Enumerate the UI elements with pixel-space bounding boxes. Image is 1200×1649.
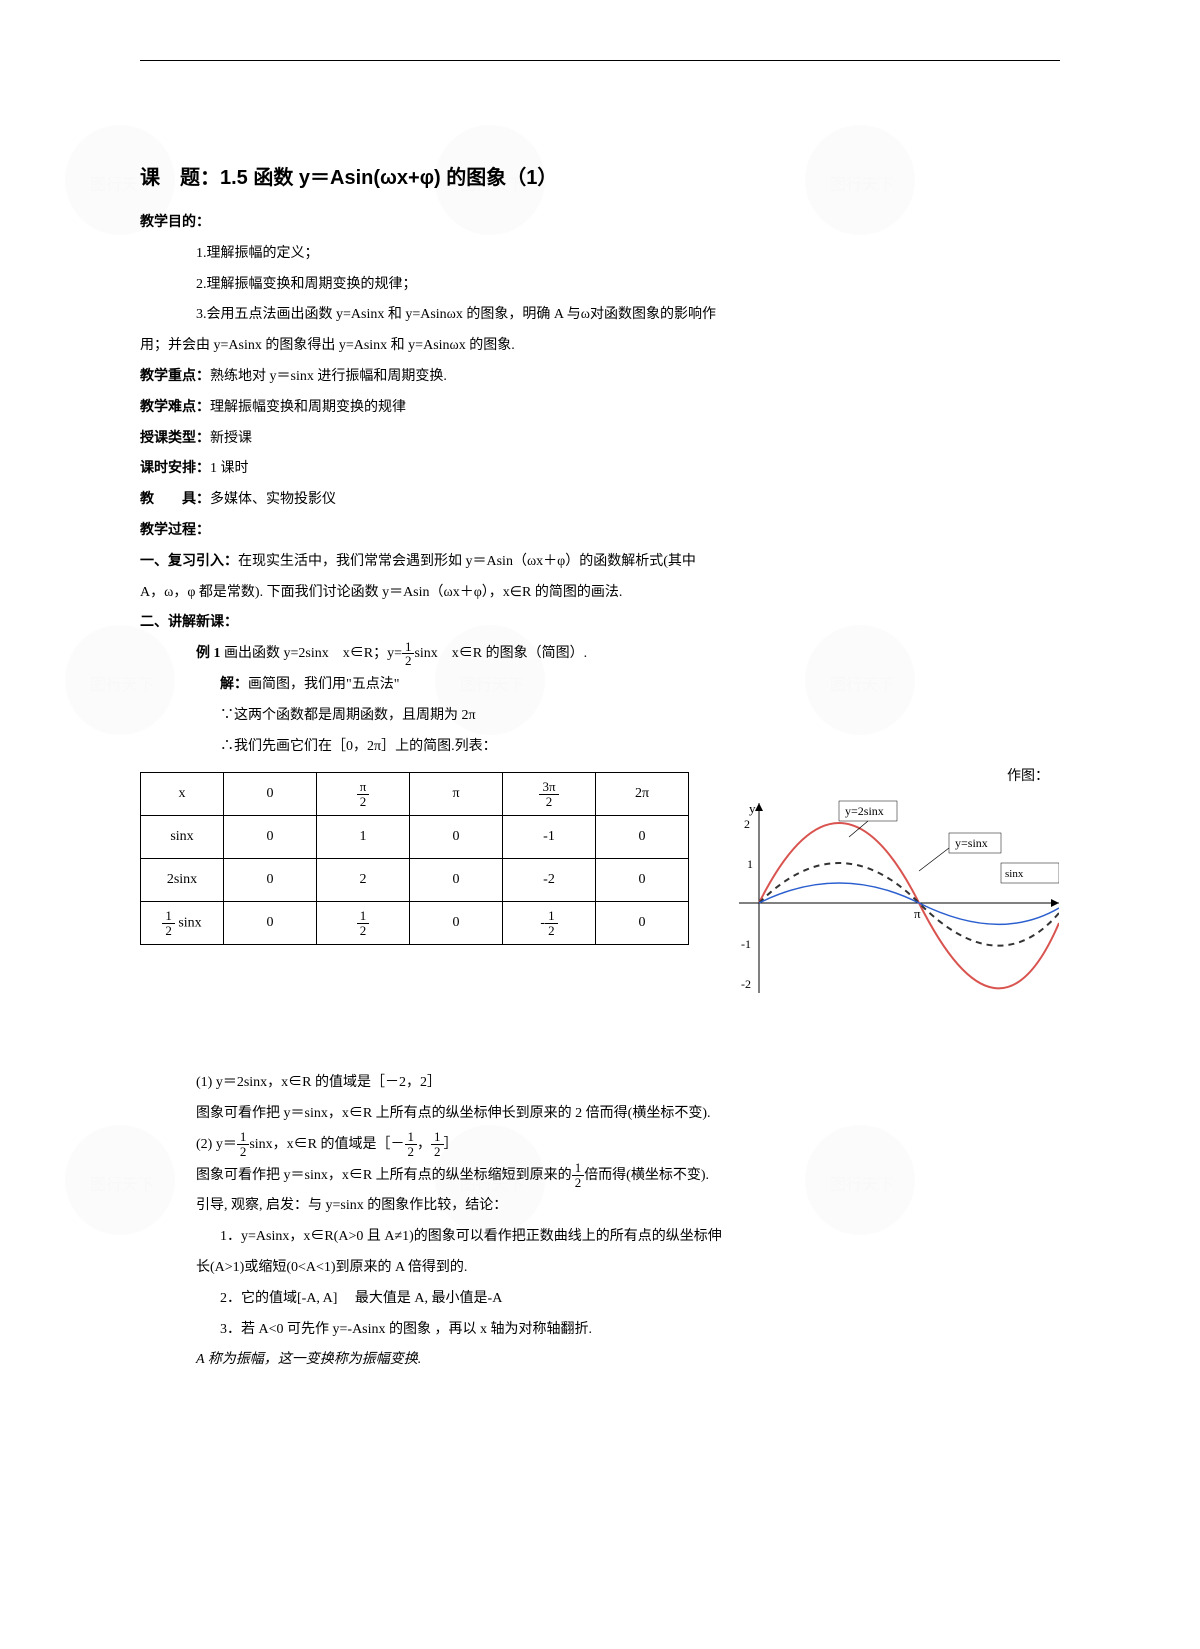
solution-line: 解：画简图，我们用"五点法" <box>140 670 1060 701</box>
emphasis: 教学重点：熟练地对 y＝sinx 进行振幅和周期变换. <box>140 362 1060 393</box>
goals-label: 教学目的： <box>140 208 1060 239</box>
cell: 2sinx <box>141 859 224 902</box>
difficulty: 教学难点：理解振幅变换和周期变换的规律 <box>140 393 1060 424</box>
conclusion-2b: 图象可看作把 y＝sinx，x∈R 上所有点的纵坐标缩短到原来的12倍而得(横坐… <box>140 1161 1060 1192</box>
cell: π2 <box>317 773 410 816</box>
conclusions: (1) y＝2sinx，x∈R 的值域是［－2，2］ 图象可看作把 y＝sinx… <box>140 1068 1060 1376</box>
cell: 12 sinx <box>141 902 224 945</box>
table-row: 2sinx 0 2 0 -2 0 <box>141 859 689 902</box>
cell: 0 <box>410 902 503 945</box>
solution-line-3: ∴我们先画它们在［0，2π］上的简图.列表： <box>140 732 1060 763</box>
review-intro: 一、复习引入：在现实生活中，我们常常会遇到形如 y＝Asin（ωx＋φ）的函数解… <box>140 547 1060 578</box>
cell: 2π <box>596 773 689 816</box>
curve-half-sinx <box>759 883 1059 924</box>
goal-2: 2.理解振幅变换和周期变换的规律； <box>140 270 1060 301</box>
table-chart-row: x 0 π2 π 3π2 2π sinx 0 1 0 -1 0 2sinx 0 … <box>140 762 1060 1018</box>
curve-label-sinx: y=sinx <box>919 833 1001 871</box>
cell: -2 <box>503 859 596 902</box>
svg-text:2: 2 <box>744 817 750 831</box>
cell: 12 <box>317 902 410 945</box>
curve-label-2sinx: y=2sinx <box>839 801 897 837</box>
cell: -12 <box>503 902 596 945</box>
svg-text:y=sinx: y=sinx <box>955 836 988 850</box>
goal-3: 3.会用五点法画出函数 y=Asinx 和 y=Asinωx 的图象，明确 A … <box>140 300 1060 331</box>
five-point-table: x 0 π2 π 3π2 2π sinx 0 1 0 -1 0 2sinx 0 … <box>140 772 689 945</box>
conclusion-1a: (1) y＝2sinx，x∈R 的值域是［－2，2］ <box>140 1068 1060 1099</box>
table-row: 12 sinx 0 12 0 -12 0 <box>141 902 689 945</box>
lesson-title: 课 题：1.5 函数 y＝Asin(ωx+φ) 的图象（1） <box>140 161 1060 190</box>
cell: 0 <box>224 773 317 816</box>
conclusion-1b: 图象可看作把 y＝sinx，x∈R 上所有点的纵坐标伸长到原来的 2 倍而得(横… <box>140 1099 1060 1130</box>
table-row: sinx 0 1 0 -1 0 <box>141 816 689 859</box>
table-row: x 0 π2 π 3π2 2π <box>141 773 689 816</box>
result-2: 2．它的值域[-A, A] 最大值是 A, 最小值是-A <box>140 1284 1060 1315</box>
cell: 3π2 <box>503 773 596 816</box>
solution-line-2: ∵这两个函数都是周期函数，且周期为 2π <box>140 701 1060 732</box>
result-1a: 1．y=Asinx，x∈R(A>0 且 A≠1)的图象可以看作把正数曲线上的所有… <box>140 1222 1060 1253</box>
review-intro-2: A，ω，φ 都是常数). 下面我们讨论函数 y＝Asin（ωx＋φ），x∈R 的… <box>140 578 1060 609</box>
plot-area: 作图： y 2 1 -1 -2 π <box>719 762 1059 1018</box>
goal-3b: 用；并会由 y=Asinx 的图象得出 y=Asinx 和 y=Asinωx 的… <box>140 331 1060 362</box>
svg-text:-1: -1 <box>741 937 751 951</box>
process-label: 教学过程： <box>140 516 1060 547</box>
cell: 0 <box>224 816 317 859</box>
document-page: 课 题：1.5 函数 y＝Asin(ωx+φ) 的图象（1） 教学目的： 1.理… <box>100 0 1100 1416</box>
cell: 0 <box>596 902 689 945</box>
lesson-type: 授课类型：新授课 <box>140 424 1060 455</box>
cell: x <box>141 773 224 816</box>
curve-2sinx <box>759 823 1059 988</box>
result-1b: 长(A>1)或缩短(0<A<1)到原来的 A 倍得到的. <box>140 1253 1060 1284</box>
top-rule <box>140 60 1060 61</box>
axis-label-y: y <box>749 801 756 816</box>
tools: 教 具：多媒体、实物投影仪 <box>140 485 1060 516</box>
cell: 0 <box>596 859 689 902</box>
svg-text:1: 1 <box>747 857 753 871</box>
svg-text:y=2sinx: y=2sinx <box>845 804 884 818</box>
schedule: 课时安排：1 课时 <box>140 454 1060 485</box>
svg-text:sinx: sinx <box>1005 868 1024 880</box>
cell: 2 <box>317 859 410 902</box>
svg-text:π: π <box>914 906 921 921</box>
cell: -1 <box>503 816 596 859</box>
cell: 0 <box>410 859 503 902</box>
cell: 0 <box>224 902 317 945</box>
result-3: 3．若 A<0 可先作 y=-Asinx 的图象 ，再以 x 轴为对称轴翻折. <box>140 1315 1060 1346</box>
cell: 0 <box>224 859 317 902</box>
cell: π <box>410 773 503 816</box>
conclusion-2a: (2) y＝12sinx，x∈R 的值域是［－12，12］ <box>140 1130 1060 1161</box>
result-4: A 称为振幅，这一变换称为振幅变换. <box>140 1345 1060 1376</box>
cell: 0 <box>596 816 689 859</box>
plot-label: 作图： <box>719 762 1059 793</box>
cell: sinx <box>141 816 224 859</box>
cell: 1 <box>317 816 410 859</box>
sine-chart: y 2 1 -1 -2 π y=2sinx <box>719 793 1059 1013</box>
example-1: 例 1 画出函数 y=2sinx x∈R；y=12sinx x∈R 的图象（简图… <box>140 639 1060 670</box>
curve-label-half: sinx <box>1001 863 1059 883</box>
svg-text:-2: -2 <box>741 977 751 991</box>
goal-1: 1.理解振幅的定义； <box>140 239 1060 270</box>
conclusion-lead: 引导, 观察, 启发：与 y=sinx 的图象作比较，结论： <box>140 1191 1060 1222</box>
cell: 0 <box>410 816 503 859</box>
lecture-label: 二、讲解新课： <box>140 608 1060 639</box>
